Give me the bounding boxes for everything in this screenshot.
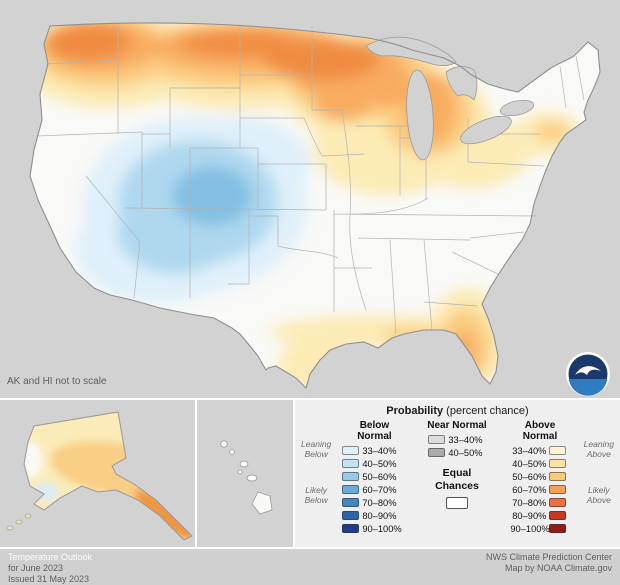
above-side-labels: Leaning Above Likely Above [578, 420, 620, 534]
legend-row: 70–80% [342, 497, 406, 508]
range-label: 33–40% [448, 434, 483, 445]
below-swatch [342, 459, 360, 468]
leaning-above-label: Leaning Above [583, 439, 614, 459]
below-swatch [342, 511, 360, 520]
range-label: 90–100% [510, 523, 550, 534]
lake-superior [365, 36, 457, 66]
footer-issued: Issued 31 May 2023 [8, 573, 90, 584]
legend-row: 60–70% [342, 484, 406, 495]
leaning-below-label: Leaning Below [301, 439, 332, 459]
legend-row: 90–100% [342, 523, 406, 534]
lake-ontario [499, 99, 535, 117]
range-label: 50–60% [512, 471, 547, 482]
likely-below-label: Likely Below [304, 485, 328, 505]
below-swatch [342, 485, 360, 494]
below-normal-header: Below Normal [357, 420, 392, 442]
legend-row: 60–70% [507, 484, 572, 495]
probability-legend: Probability (percent chance) Leaning Bel… [293, 398, 620, 547]
below-swatch [342, 446, 360, 455]
near-normal-column: Near Normal 33–40% 40–50% Equal Chances [417, 420, 498, 534]
above-normal-column: Above Normal 33–40% 40–50% 50–60% 60–70%… [507, 420, 572, 534]
hawaii-big-island [251, 491, 273, 515]
range-label: 80–90% [362, 510, 397, 521]
legend-row: 33–40% [507, 445, 572, 456]
range-label: 70–80% [512, 497, 547, 508]
range-label: 33–40% [512, 445, 547, 456]
hawaii-region [220, 440, 273, 515]
above-swatch [549, 498, 567, 507]
conus-temperature-outlook-map: AK and HI not to scale [7, 22, 610, 396]
below-swatch [342, 524, 360, 533]
range-label: 60–70% [512, 484, 547, 495]
above-swatch [549, 446, 567, 455]
us-outline [29, 22, 601, 390]
footer-credit: Map by NOAA Climate.gov [504, 562, 612, 573]
legend-row: 40–50% [342, 458, 406, 469]
below-normal-column: Below Normal 33–40% 40–50% 50–60% 60–70%… [342, 420, 406, 534]
legend-title-suffix: (percent chance) [443, 405, 529, 417]
range-label: 50–60% [362, 471, 397, 482]
above-normal-header: Above Normal [522, 420, 558, 442]
legend-row: 90–100% [507, 523, 572, 534]
aleutian-islands [6, 513, 32, 531]
state-borders [35, 26, 585, 335]
inset-canvas [0, 400, 293, 547]
near-swatch [428, 448, 446, 457]
lake-michigan [406, 69, 434, 161]
range-label: 40–50% [512, 458, 547, 469]
footer-right: NWS Climate Prediction Center Map by NOA… [486, 552, 612, 585]
range-label: 33–40% [362, 445, 397, 456]
above-swatch [549, 511, 567, 520]
footer-left: Temperature Outlook for June 2023 Issued… [8, 552, 92, 585]
equal-chances-label: Equal Chances [435, 467, 479, 492]
range-label: 60–70% [362, 484, 397, 495]
legend-row: 40–50% [507, 458, 572, 469]
footer-title: Temperature Outlook [8, 552, 93, 562]
noaa-logo-icon [566, 352, 610, 396]
near-swatch [428, 435, 446, 444]
legend-row: 70–80% [507, 497, 572, 508]
legend-row: 33–40% [342, 445, 406, 456]
legend-title-word: Probability [386, 405, 444, 417]
legend-row: 50–60% [342, 471, 406, 482]
legend-row: 80–90% [507, 510, 572, 521]
lake-erie [460, 115, 512, 145]
legend-row: 50–60% [507, 471, 572, 482]
below-side-labels: Leaning Below Likely Below [295, 420, 337, 534]
alaska-hawaii-inset [0, 398, 293, 547]
footer-period: for June 2023 [8, 562, 64, 573]
equal-chances-swatch [445, 497, 468, 510]
above-swatch [549, 472, 567, 481]
great-lakes [365, 36, 535, 161]
range-label: 90–100% [362, 523, 402, 534]
range-label: 70–80% [362, 497, 397, 508]
range-label: 40–50% [448, 447, 483, 458]
likely-above-label: Likely Above [586, 485, 611, 505]
above-swatch [549, 459, 567, 468]
below-swatch [342, 472, 360, 481]
above-swatch [549, 524, 567, 533]
legend-row: 40–50% [417, 447, 498, 458]
footer: Temperature Outlook for June 2023 Issued… [0, 547, 620, 585]
legend-row: 33–40% [417, 434, 498, 445]
lake-huron [445, 66, 478, 101]
range-label: 40–50% [362, 458, 397, 469]
legend-title: Probability (percent chance) [295, 405, 620, 417]
map-canvas: AK and HI not to scale [7, 22, 610, 396]
near-normal-header: Near Normal [427, 420, 487, 431]
below-swatch [342, 498, 360, 507]
map-note: AK and HI not to scale [7, 376, 107, 387]
above-swatch [549, 485, 567, 494]
footer-source: NWS Climate Prediction Center [485, 552, 612, 562]
legend-row: 80–90% [342, 510, 406, 521]
range-label: 80–90% [512, 510, 547, 521]
